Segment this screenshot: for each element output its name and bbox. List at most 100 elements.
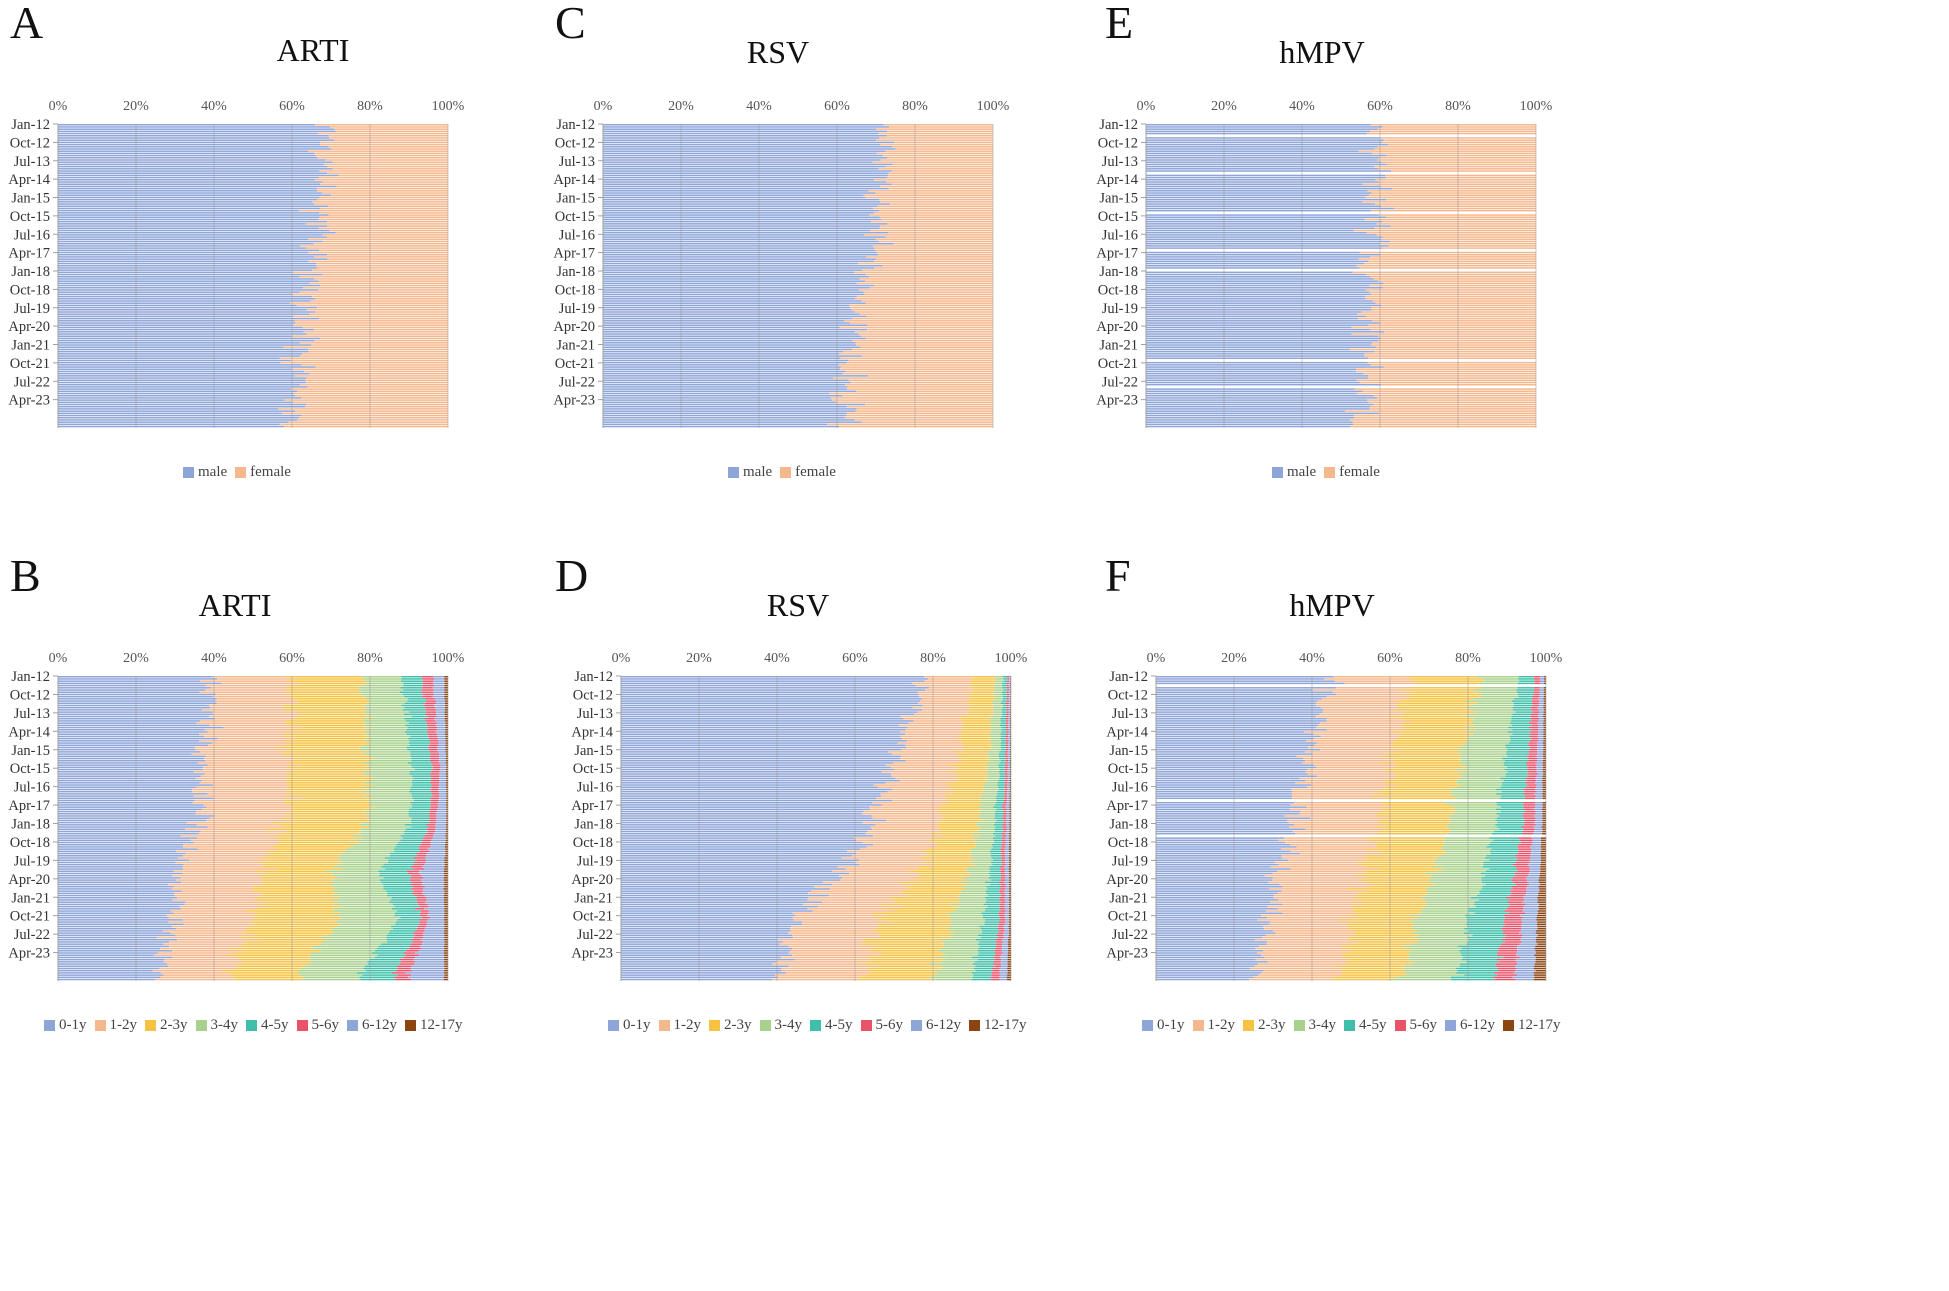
bar-segment-4-5y bbox=[999, 757, 1006, 760]
bar-segment-6-12y bbox=[430, 916, 445, 919]
bar-segment-male bbox=[1146, 179, 1376, 181]
bar-segment-6-12y bbox=[428, 905, 445, 908]
bar-segment-6-12y bbox=[1536, 742, 1544, 744]
bar-segment-5-6y bbox=[1524, 810, 1536, 813]
bar-segment-6-12y bbox=[1537, 751, 1544, 753]
bar-segment-12-17y bbox=[1008, 872, 1011, 875]
bar-segment-3-4y bbox=[1465, 766, 1507, 769]
bar-segment-4-5y bbox=[1509, 735, 1530, 738]
bar-segment-6-12y bbox=[419, 954, 445, 956]
bar-segment-2-3y bbox=[259, 857, 339, 859]
bar-segment-2-3y bbox=[969, 695, 996, 698]
bar-segment-4-5y bbox=[1479, 892, 1512, 895]
bar-segment-2-3y bbox=[1389, 751, 1457, 753]
bar-segment-6-12y bbox=[426, 921, 445, 923]
bar-segment-5-6y bbox=[1529, 748, 1538, 751]
bar-segment-5-6y bbox=[1001, 832, 1006, 835]
bar-segment-1-2y bbox=[1282, 885, 1369, 888]
bar-segment-4-5y bbox=[409, 744, 430, 747]
bar-segment-5-6y bbox=[997, 925, 1004, 928]
bar-segment-0-1y bbox=[58, 753, 192, 755]
legend-item: 12-17y bbox=[405, 1017, 463, 1034]
bar-segment-6-12y bbox=[1520, 930, 1537, 932]
bar-segment-4-5y bbox=[981, 912, 999, 914]
bar-segment-2-3y bbox=[276, 843, 350, 846]
bar-segment-2-3y bbox=[943, 790, 983, 793]
bar-segment-female bbox=[319, 196, 448, 199]
bar-segment-5-6y bbox=[995, 952, 1003, 954]
bar-segment-2-3y bbox=[285, 676, 362, 678]
bar-segment-male bbox=[58, 390, 297, 393]
bar-segment-male bbox=[1146, 357, 1369, 360]
bar-segment-12-17y bbox=[1009, 755, 1011, 758]
bar-segment-6-12y bbox=[1006, 813, 1010, 815]
bar-segment-4-5y bbox=[379, 872, 408, 875]
bar-segment-5-6y bbox=[993, 961, 1001, 963]
bar-segment-3-4y bbox=[1437, 863, 1484, 866]
bar-segment-5-6y bbox=[1006, 676, 1009, 678]
bar-segment-6-12y bbox=[1517, 947, 1535, 950]
y-tick-label: Apr-23 bbox=[571, 946, 613, 962]
bar-segment-5-6y bbox=[1006, 693, 1009, 696]
bar-segment-1-2y bbox=[1288, 821, 1380, 824]
bar-segment-1-2y bbox=[782, 941, 864, 943]
bar-segment-5-6y bbox=[1504, 910, 1523, 912]
y-tick-label: Jan-18 bbox=[1099, 264, 1138, 280]
bar-segment-male bbox=[1146, 205, 1382, 208]
bar-segment-3-4y bbox=[970, 861, 992, 864]
bar-segment-male bbox=[1146, 196, 1366, 199]
legend-item: 12-17y bbox=[1503, 1017, 1561, 1034]
bar-segment-12-17y bbox=[444, 927, 448, 930]
bar-segment-2-3y bbox=[290, 695, 365, 698]
bar-segment-0-1y bbox=[1156, 859, 1289, 861]
bar-segment-6-12y bbox=[1515, 965, 1535, 968]
bar-segment-female bbox=[880, 159, 993, 161]
bar-segment-5-6y bbox=[1531, 737, 1539, 740]
bar-segment-6-12y bbox=[1008, 735, 1010, 738]
bar-segment-2-3y bbox=[1384, 788, 1449, 791]
bar-segment-5-6y bbox=[998, 921, 1005, 923]
bar-segment-5-6y bbox=[1532, 704, 1540, 707]
bar-segment-6-12y bbox=[434, 717, 445, 720]
bar-segment-0-1y bbox=[1156, 952, 1258, 954]
bar-segment-6-12y bbox=[1004, 908, 1010, 910]
bar-segment-3-4y bbox=[368, 813, 409, 815]
bar-segment-male bbox=[1146, 181, 1380, 183]
bar-segment-2-3y bbox=[958, 777, 987, 780]
bar-segment-12-17y bbox=[1007, 965, 1011, 968]
bar-segment-5-6y bbox=[1516, 868, 1530, 870]
bar-segment-6-12y bbox=[1539, 689, 1544, 691]
bar-segment-3-4y bbox=[1438, 870, 1486, 872]
bar-segment-female bbox=[322, 234, 448, 236]
bar-segment-12-17y bbox=[444, 912, 448, 914]
bar-segment-female bbox=[1386, 198, 1536, 201]
bar-segment-male bbox=[58, 276, 300, 278]
bar-segment-1-2y bbox=[818, 905, 903, 908]
bar-segment-3-4y bbox=[320, 950, 375, 952]
bar-segment-6-12y bbox=[1001, 958, 1008, 961]
bar-segment-male bbox=[603, 187, 889, 190]
bar-segment-female bbox=[848, 379, 993, 382]
bar-segment-1-2y bbox=[870, 808, 940, 811]
bar-segment-12-17y bbox=[444, 693, 448, 696]
bar-segment-3-4y bbox=[987, 766, 999, 769]
bar-segment-5-6y bbox=[1514, 872, 1530, 875]
bar-segment-6-12y bbox=[436, 709, 445, 711]
bar-segment-5-6y bbox=[410, 883, 422, 886]
bar-segment-12-17y bbox=[1009, 737, 1011, 740]
bar-segment-male bbox=[603, 152, 877, 155]
bar-segment-0-1y bbox=[58, 861, 176, 864]
bar-segment-female bbox=[1358, 258, 1536, 260]
bar-segment-4-5y bbox=[1002, 713, 1007, 716]
bar-segment-6-12y bbox=[426, 897, 444, 899]
bar-segment-12-17y bbox=[1006, 976, 1011, 979]
bar-segment-12-17y bbox=[1542, 795, 1546, 797]
bar-segment-female bbox=[318, 227, 448, 230]
bar-segment-male bbox=[1146, 284, 1370, 287]
bar-segment-1-2y bbox=[900, 757, 961, 760]
bar-segment-female bbox=[336, 185, 448, 188]
bar-segment-male bbox=[1146, 130, 1370, 133]
bar-segment-6-12y bbox=[1539, 711, 1544, 713]
bar-segment-1-2y bbox=[862, 841, 936, 844]
bar-segment-3-4y bbox=[1420, 934, 1473, 937]
